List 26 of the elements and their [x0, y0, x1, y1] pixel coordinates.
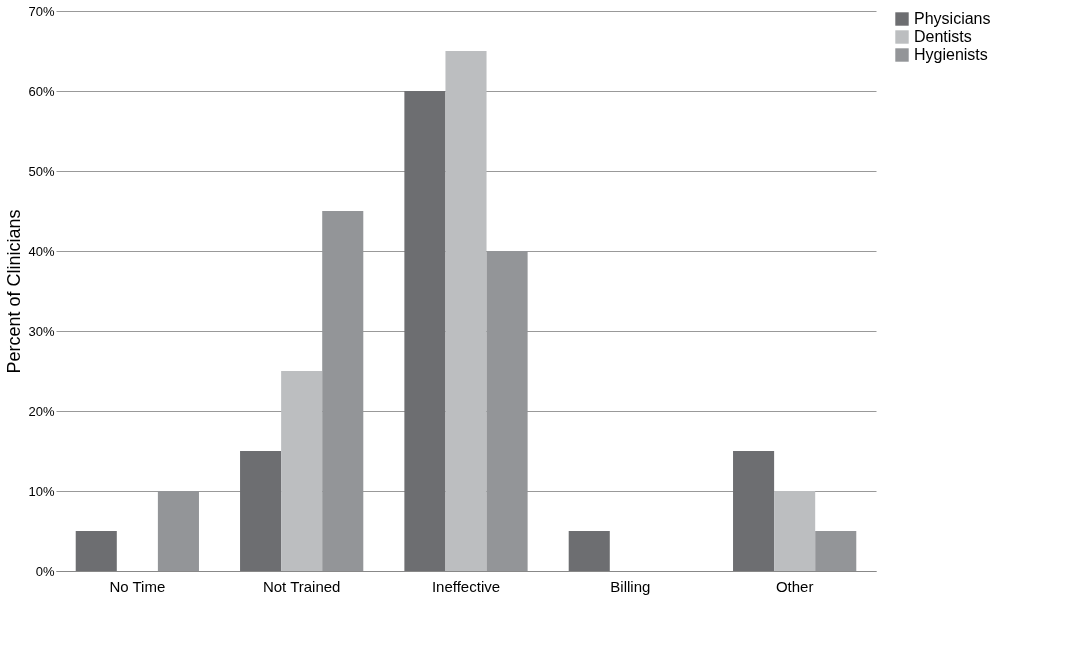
y-tick-label: 10%	[28, 483, 55, 499]
legend-label: Physicians	[914, 10, 991, 27]
x-tick-label: Other	[775, 577, 814, 595]
bar	[733, 451, 775, 571]
y-tick-label: 20%	[28, 403, 55, 419]
y-tick-label: 60%	[28, 83, 55, 99]
y-axis-title: Percent of Clinicians	[4, 209, 25, 374]
y-tick-label: 30%	[28, 323, 55, 339]
x-tick-label: Not Trained	[262, 577, 341, 595]
bar	[815, 531, 857, 571]
x-tick-label: Billing	[610, 577, 651, 595]
bar	[445, 51, 487, 571]
bar	[774, 491, 816, 571]
legend-label: Hygienists	[914, 46, 988, 63]
y-tick-label: 50%	[28, 163, 55, 179]
y-tick-label: 70%	[28, 3, 55, 19]
bar	[240, 451, 282, 571]
legend-label: Dentists	[914, 28, 972, 45]
bar	[568, 531, 610, 571]
bar	[75, 531, 117, 571]
x-tick-label: No Time	[109, 577, 166, 595]
y-tick-label: 0%	[35, 563, 55, 579]
x-tick-label: Ineffective	[431, 577, 501, 595]
bar	[281, 371, 323, 571]
bar	[404, 91, 446, 571]
y-tick-label: 40%	[28, 243, 55, 259]
